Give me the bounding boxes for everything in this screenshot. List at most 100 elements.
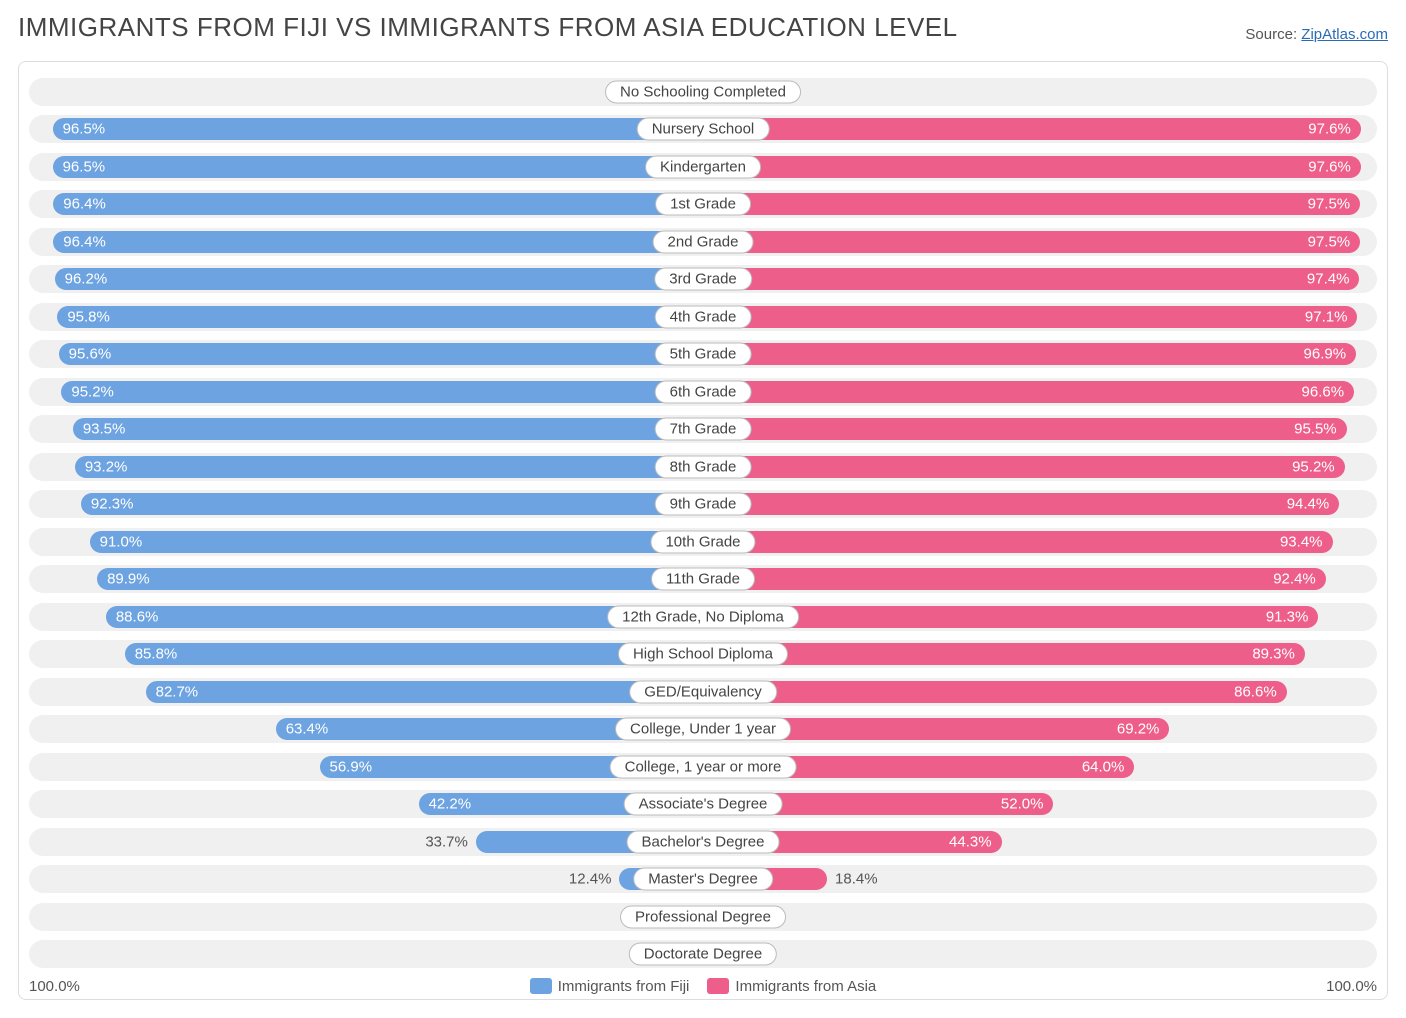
category-label: Professional Degree [620,905,786,928]
bar-value-right: 97.6% [1308,121,1351,138]
bar-value-left: 42.2% [429,796,472,813]
category-label: 5th Grade [655,343,752,366]
bar-right: 97.5% [703,193,1360,215]
bar-value-right: 97.6% [1308,158,1351,175]
bar-right: 94.4% [703,493,1339,515]
bar-left: 96.2% [55,268,703,290]
bar-value-right: 97.4% [1307,271,1350,288]
chart-row: 56.9% 64.0% College, 1 year or more [29,753,1377,781]
bar-value-right: 94.4% [1287,496,1330,513]
bar-left: 96.4% [53,231,703,253]
bar-value-left: 95.6% [69,346,112,363]
bar-left: 95.2% [61,381,703,403]
category-label: Doctorate Degree [629,943,777,966]
bar-value-left: 33.7% [425,833,476,850]
bar-left: 91.0% [90,531,703,553]
category-label: High School Diploma [618,643,788,666]
chart-row: 3.5%2.4%No Schooling Completed [29,78,1377,106]
bar-left: 96.5% [53,118,703,140]
category-label: No Schooling Completed [605,80,801,103]
bar-value-left: 92.3% [91,496,134,513]
category-label: 4th Grade [655,305,752,328]
chart-rows: 3.5%2.4%No Schooling Completed 96.5% 97.6%… [18,61,1388,1000]
bar-value-left: 96.2% [65,271,108,288]
bar-value-right: 95.2% [1292,458,1335,475]
bar-value-right: 96.9% [1304,346,1347,363]
category-label: Kindergarten [645,155,761,178]
bar-value-left: 82.7% [156,683,199,700]
category-label: GED/Equivalency [629,680,777,703]
bar-value-right: 64.0% [1082,758,1125,775]
chart-row: 92.3% 94.4% 9th Grade [29,490,1377,518]
chart-row: 12.4% 18.4% Master's Degree [29,865,1377,893]
chart-row: 96.5%97.6%Nursery School [29,115,1377,143]
bar-right: 89.3% [703,643,1305,665]
bar-right: 97.4% [703,268,1359,290]
category-label: 9th Grade [655,493,752,516]
chart-container: IMMIGRANTS FROM FIJI VS IMMIGRANTS FROM … [0,0,1406,1018]
bar-right: 95.2% [703,456,1345,478]
bar-right: 97.1% [703,306,1357,328]
legend-swatch-left [530,978,552,994]
category-label: Master's Degree [633,868,773,891]
category-label: 11th Grade [651,568,755,591]
category-label: 10th Grade [650,530,755,553]
legend: Immigrants from Fiji Immigrants from Asi… [80,978,1326,995]
chart-row: 96.4%97.5%2nd Grade [29,228,1377,256]
bar-value-right: 97.5% [1308,233,1351,250]
chart-row: 82.7% 86.6% GED/Equivalency [29,678,1377,706]
bar-value-left: 96.4% [63,196,106,213]
bar-value-left: 56.9% [330,758,373,775]
bar-right: 97.6% [703,118,1361,140]
bar-value-right: 97.1% [1305,308,1348,325]
bar-value-left: 85.8% [135,646,178,663]
bar-value-left: 96.4% [63,233,106,250]
bar-value-left: 63.4% [286,721,329,738]
legend-label-left: Immigrants from Fiji [558,978,690,995]
category-label: 6th Grade [655,380,752,403]
source-link[interactable]: ZipAtlas.com [1301,26,1388,43]
bar-left: 96.4% [53,193,703,215]
bar-right: 95.5% [703,418,1347,440]
bar-value-right: 18.4% [827,871,878,888]
legend-label-right: Immigrants from Asia [735,978,876,995]
bar-value-left: 91.0% [100,533,143,550]
bar-value-right: 96.6% [1302,383,1345,400]
bar-left: 93.2% [75,456,703,478]
chart-row: 96.2%97.4%3rd Grade [29,265,1377,293]
bar-value-right: 52.0% [1001,796,1044,813]
legend-item-right: Immigrants from Asia [707,978,876,995]
bar-value-right: 95.5% [1294,421,1337,438]
chart-footer: 100.0% Immigrants from Fiji Immigrants f… [29,978,1377,995]
chart-row: 3.7%5.5%Professional Degree [29,903,1377,931]
bar-value-left: 12.4% [569,871,620,888]
bar-value-right: 86.6% [1234,683,1277,700]
bar-left: 96.5% [53,156,703,178]
bar-value-left: 96.5% [63,158,106,175]
bar-value-right: 44.3% [949,833,992,850]
bar-left: 89.9% [97,568,703,590]
bar-right: 97.6% [703,156,1361,178]
bar-value-left: 88.6% [116,608,159,625]
chart-row: 93.5% 95.5% 7th Grade [29,415,1377,443]
chart-row: 95.8% 97.1% 4th Grade [29,303,1377,331]
bar-value-left: 89.9% [107,571,150,588]
category-label: College, 1 year or more [610,755,797,778]
bar-value-right: 91.3% [1266,608,1309,625]
axis-max-left: 100.0% [29,978,80,995]
legend-swatch-right [707,978,729,994]
legend-item-left: Immigrants from Fiji [530,978,690,995]
bar-value-right: 69.2% [1117,721,1160,738]
bar-value-left: 93.5% [83,421,126,438]
chart-row: 93.2%95.2%8th Grade [29,453,1377,481]
bar-left: 95.8% [57,306,703,328]
bar-right: 93.4% [703,531,1333,553]
chart-row: 89.9%92.4%11th Grade [29,565,1377,593]
bar-right: 86.6% [703,681,1287,703]
category-label: 7th Grade [655,418,752,441]
bar-value-right: 89.3% [1252,646,1295,663]
category-label: 1st Grade [655,193,751,216]
category-label: College, Under 1 year [615,718,791,741]
bar-left: 92.3% [81,493,703,515]
chart-row: 63.4% 69.2% College, Under 1 year [29,715,1377,743]
